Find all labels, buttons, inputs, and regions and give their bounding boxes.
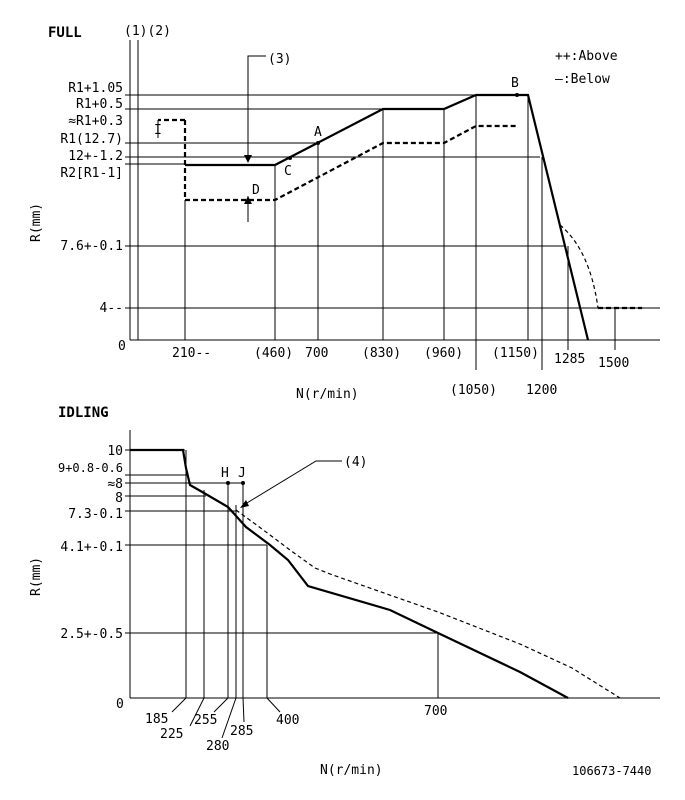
full-chart: FULL (1)(2) (3) ++:Above —:Below xyxy=(29,24,660,402)
idling-tick-leader-185 xyxy=(171,697,187,713)
idling-marker-4-arrowhead xyxy=(240,500,249,508)
idling-ytick-5: 7.3-0.1 xyxy=(68,507,123,522)
full-ytick-8: 4-- xyxy=(100,301,123,316)
full-point-a-dot xyxy=(316,141,320,145)
full-point-c-dot xyxy=(288,156,292,160)
full-below-curve xyxy=(185,93,590,341)
full-legend-above: ++:Above xyxy=(555,49,618,64)
idling-chart: IDLING (4) H J xyxy=(29,405,660,778)
idling-y-axis-label: R(mm) xyxy=(29,557,44,596)
idling-below-curve xyxy=(130,448,569,699)
full-point-i: I xyxy=(154,123,162,138)
full-ytick-3: ≈R1+0.3 xyxy=(68,114,123,129)
idling-marker-4: (4) xyxy=(344,455,367,470)
idling-tick-leader-225 xyxy=(189,697,205,727)
idling-xtick-255: 255 xyxy=(194,713,217,728)
idling-above-curve xyxy=(235,509,621,699)
full-xtick-10: 1200 xyxy=(526,383,557,398)
idling-point-j: J xyxy=(238,466,246,481)
idling-ytick-2: 9+0.8-0.6 xyxy=(58,461,123,475)
full-ytick-6: R2[R1-1] xyxy=(60,166,123,181)
footer-code: 106673-7440 xyxy=(572,764,651,778)
full-ytick-4: R1(12.7) xyxy=(60,132,123,147)
idling-xtick-185: 185 xyxy=(145,712,168,727)
idling-xtick-285: 285 xyxy=(230,724,253,739)
full-marker-3-leader xyxy=(247,55,266,160)
full-ytick-5: 12+-1.2 xyxy=(68,149,123,164)
idling-ytick-7: 2.5+-0.5 xyxy=(60,627,123,642)
full-ytick-7: 7.6+-0.1 xyxy=(60,239,123,254)
idling-tick-leader-285 xyxy=(242,697,245,723)
full-x-axis-label: N(r/min) xyxy=(296,387,359,402)
full-xtick-4: (830) xyxy=(362,346,401,361)
idling-xtick-280: 280 xyxy=(206,739,229,754)
idling-xtick-400: 400 xyxy=(276,713,299,728)
full-legend-below: —:Below xyxy=(555,72,610,87)
full-xtick-7: 1285 xyxy=(554,352,585,367)
full-ytick-1: R1+1.05 xyxy=(68,81,123,96)
idling-origin: 0 xyxy=(116,697,124,712)
full-ytick-2: R1+0.5 xyxy=(76,97,123,112)
idling-ytick-6: 4.1+-0.1 xyxy=(60,540,123,555)
full-above-droop xyxy=(559,224,599,309)
full-xtick-5: (960) xyxy=(424,346,463,361)
idling-marker-4-leader xyxy=(241,460,342,507)
full-point-a: A xyxy=(314,125,322,140)
idling-xtick-225: 225 xyxy=(160,727,183,742)
full-point-c: C xyxy=(284,164,292,179)
idling-point-h-dot xyxy=(226,481,230,485)
full-above-curve xyxy=(183,120,516,202)
full-xtick-9: (1050) xyxy=(450,383,497,398)
full-xtick-8: 1500 xyxy=(598,356,629,371)
full-xtick-3: 700 xyxy=(305,346,328,361)
idling-point-h: H xyxy=(221,466,229,481)
idling-tick-leader-255 xyxy=(213,697,229,713)
full-xtick-2: (460) xyxy=(254,346,293,361)
full-point-b: B xyxy=(511,76,519,91)
idling-xtick-700: 700 xyxy=(424,704,447,719)
full-origin: 0 xyxy=(118,339,126,354)
idling-ytick-3: ≈8 xyxy=(107,477,123,492)
full-title: FULL xyxy=(48,25,82,41)
full-xtick-6: (1150) xyxy=(492,346,539,361)
full-top-markers: (1)(2) xyxy=(124,24,171,39)
full-point-d: D xyxy=(252,183,260,198)
idling-point-j-dot xyxy=(241,481,245,485)
idling-title: IDLING xyxy=(58,405,109,421)
idling-ytick-1: 10 xyxy=(107,444,123,459)
full-y-axis-label: R(mm) xyxy=(29,203,44,242)
full-xtick-1: 210-- xyxy=(172,346,211,361)
idling-x-axis-label: N(r/min) xyxy=(320,763,383,778)
idling-ytick-4: 8 xyxy=(115,491,123,506)
full-marker-3: (3) xyxy=(268,52,291,67)
full-point-b-dot xyxy=(515,93,519,97)
full-d-arrowhead xyxy=(244,196,252,204)
idling-tick-leader-400 xyxy=(266,697,281,713)
full-marker-3-arrowhead xyxy=(244,155,252,163)
idling-tick-leader-280 xyxy=(221,697,237,739)
